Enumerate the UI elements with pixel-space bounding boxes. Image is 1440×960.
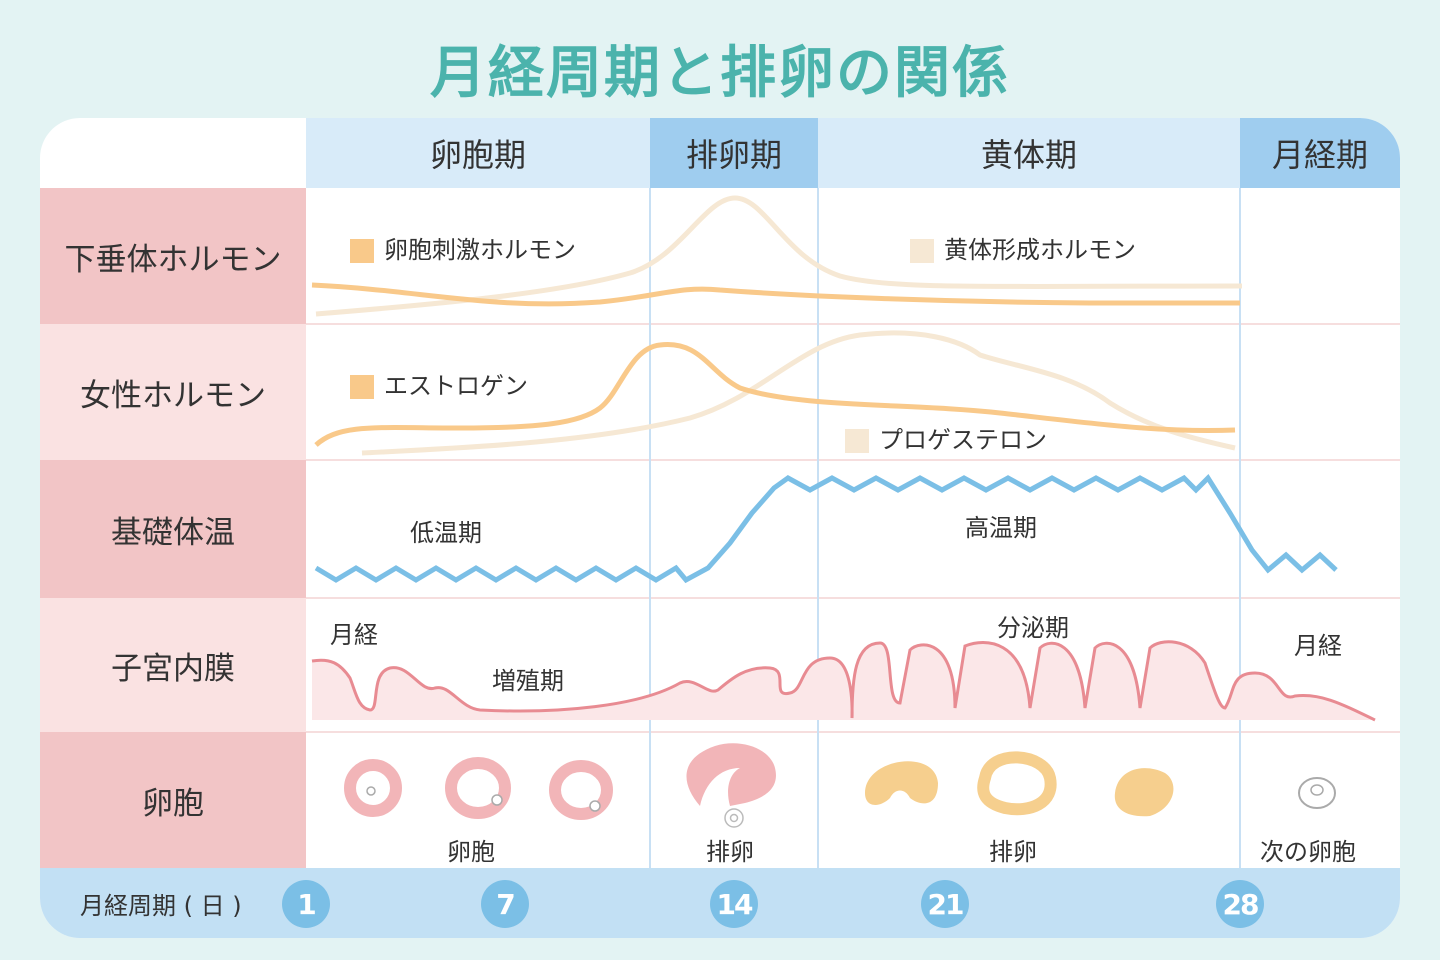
row-label-pituitary: 下垂体ホルモン — [40, 188, 306, 324]
day-marker-28: 28 — [1216, 880, 1264, 928]
phase-follicular: 卵胞期 — [306, 118, 650, 188]
row-label-bbt: 基礎体温 — [40, 460, 306, 598]
row-label-follicle: 卵胞 — [40, 732, 306, 868]
next-follicle-label: 次の卵胞 — [1260, 838, 1356, 866]
follicle-growing — [445, 757, 511, 819]
cycle-day-axis-label: 月経周期 ( 日 ) — [80, 891, 242, 920]
bbt-line — [314, 474, 1338, 584]
proliferative-label: 増殖期 — [492, 667, 564, 695]
cycle-day-axis: 月経周期 ( 日 ) 1 7 14 21 28 — [40, 868, 1400, 938]
phase-ovulation: 排卵期 — [650, 118, 818, 188]
bbt-low-label: 低温期 — [410, 519, 482, 547]
corpus-luteum-3 — [1114, 768, 1174, 817]
endometrium-line — [311, 640, 1376, 722]
endometrium-shape — [312, 641, 1375, 720]
fsh-swatch — [350, 239, 374, 263]
estrogen-legend: エストロゲン — [350, 366, 528, 401]
menses-label-2: 月経 — [1294, 632, 1342, 660]
lh-label: 黄体形成ホルモン — [944, 236, 1136, 264]
estrogen-curve — [314, 342, 1236, 447]
fsh-curve — [311, 282, 1240, 307]
bbt-high-label: 高温期 — [965, 514, 1037, 542]
row-label-ovarian: 女性ホルモン — [40, 324, 306, 460]
menses-label-1: 月経 — [330, 621, 378, 649]
secretory-label: 分泌期 — [997, 614, 1069, 642]
ovulation-label-1: 排卵 — [706, 838, 754, 866]
next-follicle — [1298, 777, 1336, 809]
day-marker-14: 14 — [710, 880, 758, 928]
fsh-label: 卵胞刺激ホルモン — [384, 236, 576, 264]
estrogen-swatch — [350, 375, 374, 399]
fsh-legend: 卵胞刺激ホルモン — [350, 230, 576, 265]
day-marker-1: 1 — [282, 880, 330, 928]
corpus-luteum-2 — [977, 751, 1057, 816]
day-marker-21: 21 — [921, 880, 969, 928]
lh-swatch — [910, 239, 934, 263]
follicle-early — [344, 759, 402, 817]
diagram-board: 卵胞期 排卵期 黄体期 月経期 下垂体ホルモン 女性ホルモン 基礎体温 子宮内膜… — [40, 118, 1400, 938]
progesterone-legend: プロゲステロン — [845, 420, 1047, 455]
corpus-luteum-1 — [865, 761, 938, 805]
phase-luteal: 黄体期 — [818, 118, 1240, 188]
page-title: 月経周期と排卵の関係 — [430, 41, 1010, 106]
phase-menstrual: 月経期 — [1240, 118, 1400, 188]
progesterone-curve — [361, 330, 1236, 456]
follicle-label: 卵胞 — [447, 838, 495, 866]
row-label-endometrium: 子宮内膜 — [40, 598, 306, 732]
progesterone-swatch — [845, 429, 869, 453]
lh-legend: 黄体形成ホルモン — [910, 230, 1136, 265]
day-marker-7: 7 — [481, 880, 529, 928]
estrogen-label: エストロゲン — [384, 372, 528, 400]
diagram-graphics — [306, 188, 1400, 938]
progesterone-label: プロゲステロン — [879, 426, 1047, 454]
ovulation-label-2: 排卵 — [989, 838, 1037, 866]
follicle-ovulating — [686, 743, 776, 828]
follicle-mature — [549, 760, 613, 820]
lh-curve — [315, 195, 1243, 317]
